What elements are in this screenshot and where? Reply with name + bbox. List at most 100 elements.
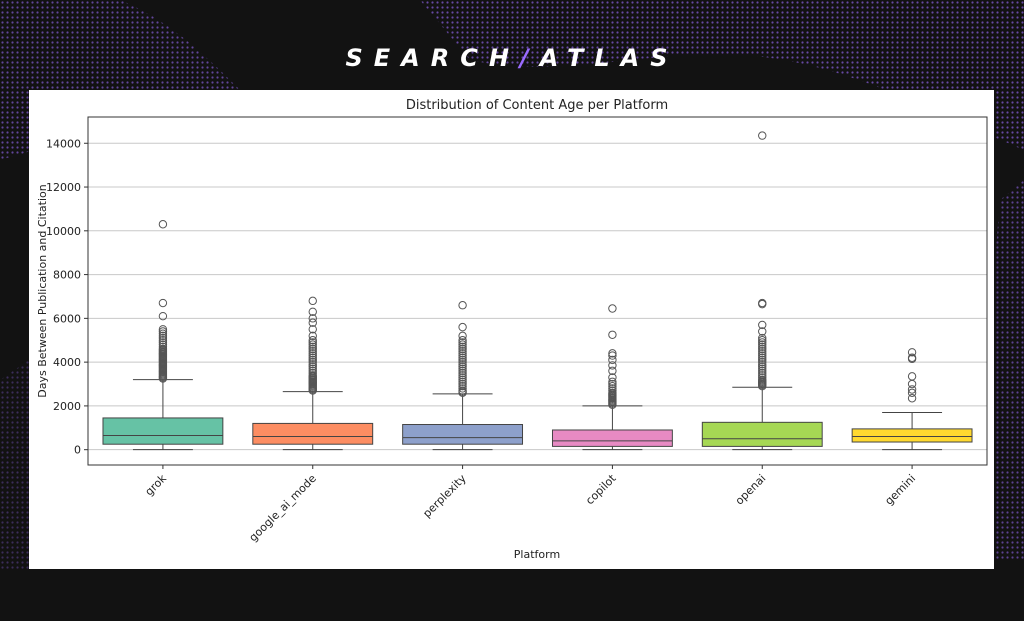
outlier-point	[758, 346, 767, 356]
outlier-point	[158, 338, 168, 347]
outlier-point	[608, 349, 617, 358]
outlier-point	[758, 375, 767, 384]
outlier-point	[308, 331, 317, 341]
outlier-point	[308, 346, 317, 356]
box-gemini	[851, 348, 973, 451]
outlier-point	[308, 349, 317, 358]
outlier-point	[608, 379, 617, 389]
x-axis-label: Platform	[514, 548, 560, 561]
outlier-point	[758, 366, 767, 376]
outlier-point	[608, 382, 617, 391]
iqr-box	[851, 428, 973, 443]
outlier-point	[158, 340, 168, 349]
outlier-point	[907, 385, 917, 394]
outlier-point	[758, 357, 767, 367]
outlier-point	[308, 357, 317, 367]
box-grok	[102, 220, 224, 451]
outlier-point	[458, 360, 467, 369]
outlier-point	[458, 366, 467, 376]
outlier-point	[608, 330, 617, 339]
outlier-point	[608, 384, 617, 393]
outlier-point	[458, 336, 467, 345]
y-tick-label: 8000	[53, 269, 81, 282]
outlier-point	[608, 386, 617, 395]
y-tick-label: 4000	[53, 356, 81, 369]
outlier-point	[907, 348, 917, 357]
outlier-point	[458, 351, 467, 360]
x-tick-label: perplexity	[420, 472, 469, 521]
y-tick-label: 2000	[53, 400, 81, 413]
outlier-point	[158, 327, 168, 336]
y-tick-label: 14000	[46, 137, 81, 150]
x-ticks: grok google_ai_mode perplexity copilot opena…	[143, 465, 918, 544]
brand-right: ATLAS	[539, 44, 679, 72]
plot-frame	[87, 116, 988, 466]
outlier-point	[308, 338, 317, 347]
outlier-point	[308, 340, 317, 349]
outlier-point	[308, 325, 317, 334]
outlier-point	[458, 357, 467, 367]
outlier-point	[308, 344, 317, 354]
outlier-point	[608, 377, 617, 387]
y-tick-label: 12000	[46, 181, 81, 194]
boxes	[102, 131, 973, 451]
outlier-point	[308, 364, 317, 373]
iqr-box	[252, 422, 374, 445]
outlier-point	[907, 372, 917, 381]
outlier-point	[907, 353, 917, 362]
outlier-point	[458, 355, 467, 365]
box-openai	[701, 131, 823, 451]
y-tick-label: 10000	[46, 225, 81, 238]
brand-left: SEARCH	[345, 44, 520, 72]
outlier-point	[758, 340, 767, 349]
outlier-point	[758, 355, 767, 365]
outlier-point	[608, 351, 617, 360]
outlier-point	[158, 336, 168, 345]
outlier-point	[758, 336, 767, 345]
outlier-point	[758, 360, 767, 369]
outlier-point	[758, 351, 767, 360]
outlier-point	[308, 307, 317, 316]
iqr-box	[102, 417, 224, 445]
outlier-point	[608, 355, 617, 365]
outlier-point	[458, 368, 467, 378]
outlier-point	[758, 364, 767, 373]
outlier-point	[758, 342, 767, 352]
outlier-point	[158, 220, 168, 229]
outlier-point	[458, 349, 467, 358]
outlier-point	[158, 344, 168, 354]
outlier-point	[308, 371, 317, 380]
outlier-point	[458, 353, 467, 362]
brand-logo: SEARCH/ATLAS	[345, 44, 679, 72]
grid-lines	[88, 142, 987, 451]
outlier-point	[308, 353, 317, 362]
outlier-point	[458, 386, 467, 395]
outlier-point	[758, 320, 767, 330]
outlier-point	[308, 360, 317, 369]
outlier-point	[758, 344, 767, 354]
y-axis-label: Days Between Publication and Citation	[36, 184, 49, 398]
outlier-point	[458, 382, 467, 391]
outlier-point	[308, 342, 317, 352]
outlier-point	[608, 388, 617, 397]
outlier-point	[458, 362, 467, 371]
outlier-point	[458, 346, 467, 356]
outlier-point	[758, 338, 767, 347]
iqr-box	[551, 429, 673, 447]
chart-title: Distribution of Content Age per Platform	[406, 98, 668, 113]
outlier-point	[608, 373, 617, 382]
chart-card: 0 2000 4000 6000 8000 10000 12000 14000 grok goo…	[29, 90, 994, 569]
outlier-point	[158, 342, 168, 352]
box-copilot	[551, 304, 673, 451]
outlier-point	[308, 368, 317, 378]
outlier-point	[458, 384, 467, 393]
outlier-point	[308, 314, 317, 323]
outlier-point	[758, 298, 767, 308]
outlier-point	[308, 355, 317, 365]
box-google_ai_mode	[252, 296, 374, 451]
y-tick-label: 6000	[53, 312, 81, 325]
outlier-point	[308, 366, 317, 376]
outlier-point	[458, 301, 467, 310]
outlier-point	[907, 388, 917, 397]
iqr-box	[402, 424, 524, 445]
